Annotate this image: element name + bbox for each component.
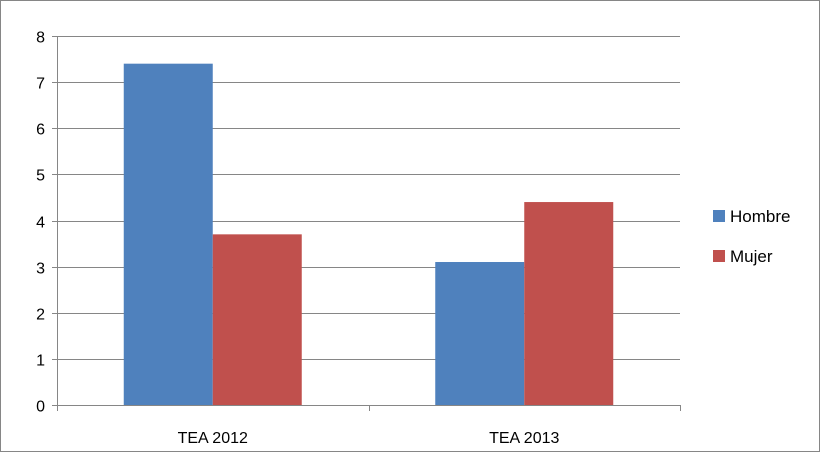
y-tick-label: 1: [36, 353, 45, 370]
bar-mujer-0: [212, 234, 302, 405]
y-tick-label: 2: [36, 307, 45, 324]
legend-label-hombre: Hombre: [730, 207, 790, 226]
bar-hombre-1: [435, 262, 525, 405]
y-tick-label: 3: [36, 261, 45, 278]
y-tick-label: 7: [36, 76, 45, 93]
y-tick-label: 8: [36, 30, 45, 47]
y-tick-label: 5: [36, 168, 45, 185]
legend: Hombre Mujer: [713, 207, 790, 266]
legend-swatch-mujer: [713, 250, 725, 262]
x-tick-label: TEA 2013: [489, 430, 559, 447]
x-tick-label: TEA 2012: [178, 430, 248, 447]
legend-swatch-hombre: [713, 210, 725, 222]
bars: [123, 63, 614, 406]
bar-mujer-1: [524, 202, 614, 405]
legend-label-mujer: Mujer: [730, 247, 773, 266]
y-tick-label: 4: [36, 215, 45, 232]
axes: 0 1 2 3 4 5 6 7 8 TEA 2012 TEA 2013: [36, 30, 681, 447]
bar-hombre-0: [123, 63, 213, 406]
y-tick-label: 0: [36, 399, 45, 416]
y-tick-label: 6: [36, 122, 45, 139]
